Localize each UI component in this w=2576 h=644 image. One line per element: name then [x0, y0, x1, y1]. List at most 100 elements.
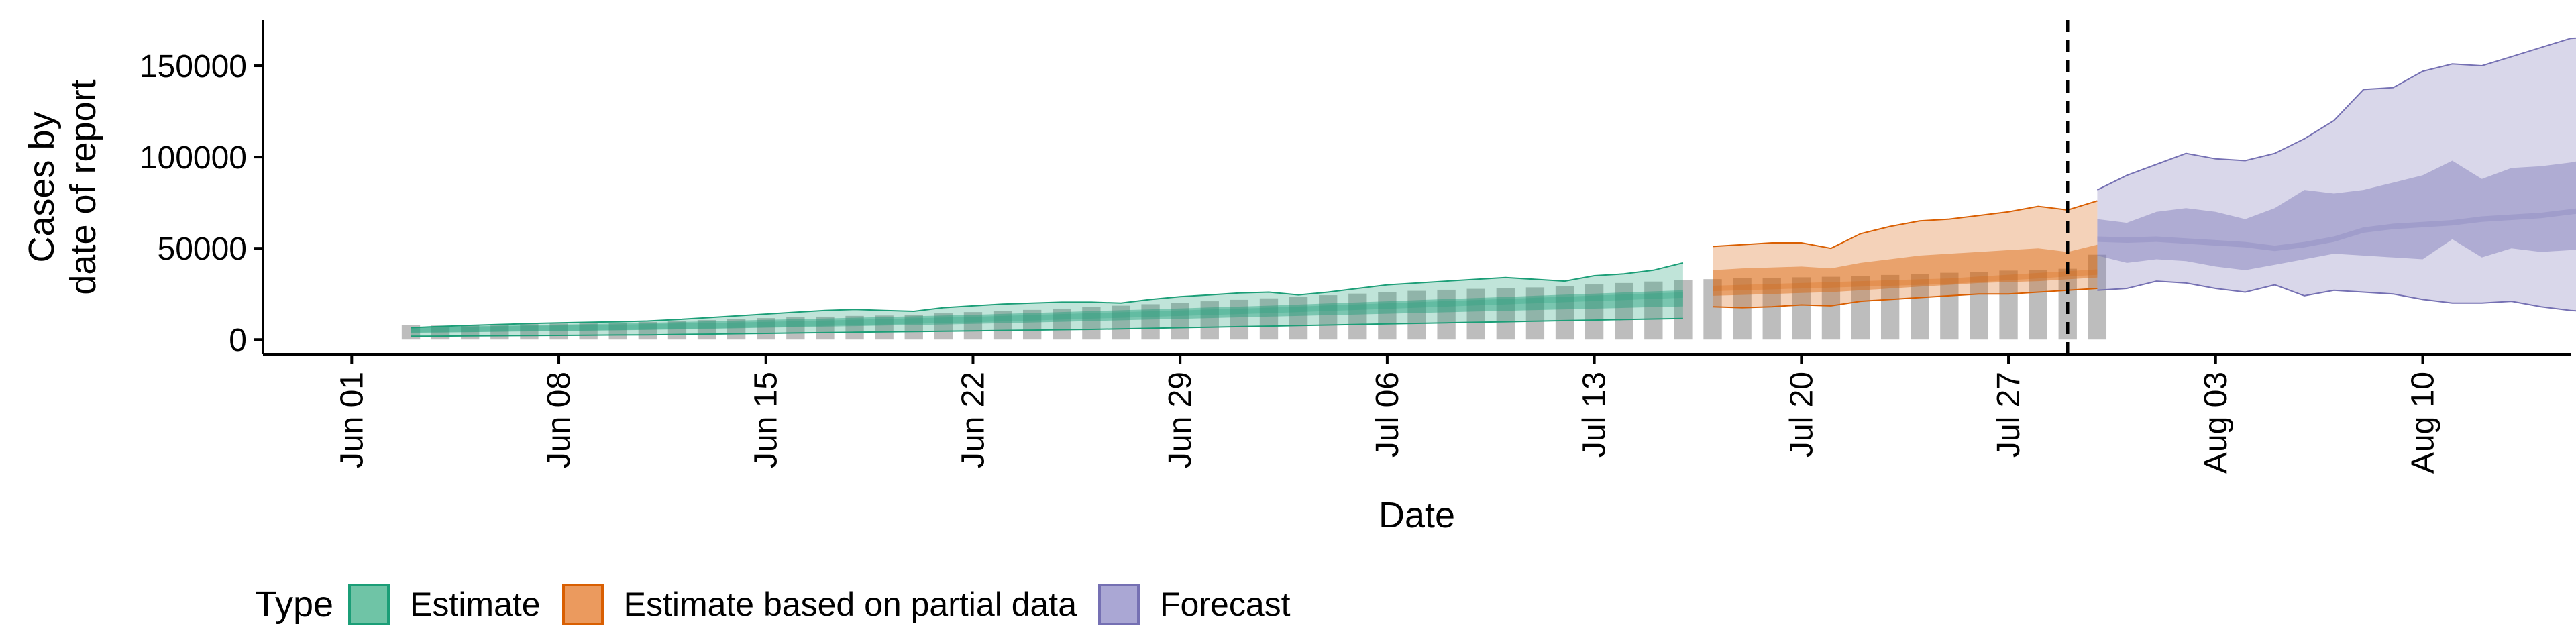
x-axis-title: Date: [1379, 495, 1455, 535]
median-band: [2097, 208, 2576, 252]
reported-cases-bars: [401, 254, 2107, 340]
reported-cases-bar: [1733, 278, 1752, 340]
reported-cases-bar: [1703, 279, 1722, 340]
reported-cases-bar: [1200, 301, 1219, 340]
x-tick-label: Aug 10: [2405, 372, 2440, 474]
y-tick-label: 50000: [158, 231, 247, 267]
legend-swatch-forecast: [1098, 584, 1140, 625]
chart: 0 50000 100000 150000 Jun 01 Jun 08 Jun 15 Jun …: [21, 20, 2576, 535]
band-90-upper-edge: [2096, 37, 2576, 191]
reported-cases-bar: [875, 315, 894, 340]
reported-cases-bar: [1112, 305, 1130, 340]
band-90-upper-edge: [1712, 200, 2098, 250]
y-axis-title-line: Cases by: [21, 111, 62, 262]
x-tick-label: Jul 20: [1784, 372, 1819, 458]
reported-cases-bar: [1466, 288, 1485, 340]
legend-label: Estimate: [410, 586, 541, 623]
x-tick-label: Jun 08: [541, 372, 577, 468]
x-tick-label: Jun 01: [334, 372, 370, 468]
band-90-lower-edge: [411, 317, 1683, 337]
reported-cases-bar: [1053, 308, 1071, 340]
x-tick-label: Jul 13: [1577, 372, 1613, 458]
reported-cases-bar: [2088, 254, 2107, 340]
band-90: [2097, 38, 2576, 311]
y-tick-label: 100000: [140, 140, 247, 176]
reported-cases-bar: [1792, 277, 1811, 340]
reported-cases-bar: [608, 322, 627, 340]
axes: 0 50000 100000 150000 Jun 01 Jun 08 Jun 15 Jun …: [21, 20, 2571, 535]
x-tick-label: Jun 29: [1163, 372, 1198, 468]
reported-cases-bar: [1525, 287, 1545, 340]
reported-cases-bar: [934, 313, 953, 340]
band-90: [411, 262, 1683, 337]
band-90-lower-edge: [1712, 288, 2098, 309]
reported-cases-bar: [1348, 293, 1367, 340]
series-bands: [411, 37, 2576, 337]
reported-cases-bar: [757, 318, 775, 340]
reported-cases-bar: [1674, 280, 1693, 340]
reported-cases-bar: [1082, 307, 1101, 340]
reported-cases-bar: [1437, 289, 1456, 340]
x-tick-label: Jun 15: [749, 372, 784, 468]
series-2: [2096, 37, 2576, 312]
reported-cases-bar: [1289, 297, 1308, 340]
reported-cases-bar: [579, 323, 598, 340]
reported-cases-bar: [1378, 292, 1397, 340]
median-band: [1713, 269, 2098, 292]
legend: Type Estimate Estimate based on partial …: [255, 576, 1312, 633]
reported-cases-bar: [904, 314, 923, 340]
legend-label: Forecast: [1160, 586, 1291, 623]
reported-cases-bar: [1999, 270, 2018, 340]
legend-title: Type: [255, 584, 334, 625]
reported-cases-bar: [667, 321, 687, 340]
x-tick-label: Aug 03: [2198, 372, 2234, 474]
reported-cases-bar: [1615, 282, 1633, 340]
y-tick-label: 150000: [140, 49, 247, 85]
band-90-lower-edge: [2097, 280, 2576, 312]
legend-item-estimate: Estimate: [348, 584, 541, 625]
reported-cases-bar: [1880, 274, 1900, 340]
x-tick-label: Jul 06: [1370, 372, 1405, 458]
reported-cases-bar: [816, 316, 835, 340]
y-axis-title: Cases bydate of report: [21, 79, 103, 294]
band-50: [411, 290, 1683, 333]
x-tick-label: Jul 27: [1991, 372, 2027, 458]
reported-cases-bar: [1022, 309, 1042, 340]
reported-cases-bar: [727, 319, 746, 340]
band-90-upper-edge: [411, 262, 1684, 329]
legend-item-partial: Estimate based on partial data: [561, 584, 1077, 625]
y-axis-title-line: date of report: [63, 79, 103, 294]
reported-cases-bar: [963, 312, 983, 340]
reported-cases-bar: [1555, 286, 1574, 340]
legend-swatch-partial: [561, 584, 604, 625]
reported-cases-bar: [1259, 298, 1279, 340]
reported-cases-bar: [1644, 281, 1663, 340]
reported-cases-bar: [1496, 288, 1515, 340]
y-tick-label: 0: [229, 323, 247, 358]
reported-cases-bar: [1171, 303, 1189, 340]
reported-cases-bar: [845, 315, 864, 340]
band-90: [1713, 201, 2098, 308]
reported-cases-bar: [786, 317, 805, 340]
reported-cases-bar: [1970, 271, 1988, 340]
band-50: [1713, 244, 2098, 296]
reported-cases-bar: [1407, 290, 1426, 340]
reported-cases-bar: [1230, 299, 1249, 340]
reported-cases-bar: [1940, 272, 1959, 340]
reported-cases-bar: [1141, 304, 1160, 340]
reported-cases-bar: [1911, 274, 1929, 340]
x-tick-label: Jun 22: [955, 372, 991, 468]
legend-label: Estimate based on partial data: [623, 586, 1077, 623]
reported-cases-bar: [697, 320, 716, 340]
reported-cases-bar: [993, 311, 1012, 340]
series-1: [1712, 200, 2098, 309]
series-0: [411, 262, 1684, 337]
median-band: [411, 292, 1683, 333]
reported-cases-bar: [638, 321, 657, 340]
band-50: [2097, 160, 2576, 270]
reported-cases-bar: [2029, 270, 2047, 340]
legend-swatch-estimate: [348, 584, 390, 625]
legend-item-forecast: Forecast: [1098, 584, 1291, 625]
reported-cases-bar: [1585, 284, 1604, 340]
reported-cases-bar: [1762, 277, 1781, 340]
